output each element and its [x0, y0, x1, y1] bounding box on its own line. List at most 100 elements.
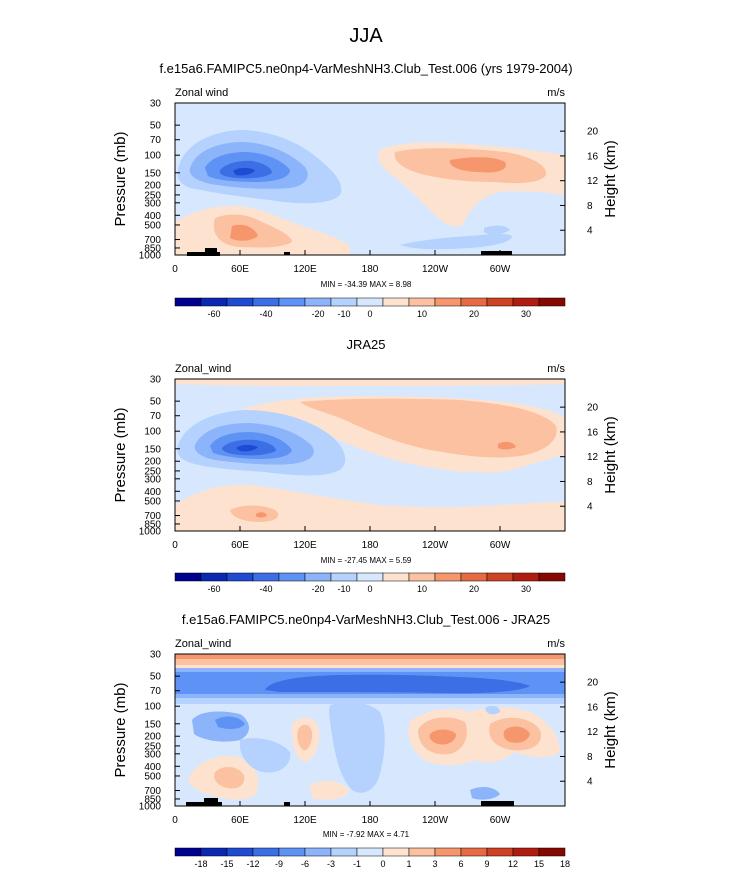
panel-3-stats: MIN = -7.92 MAX = 4.71 — [323, 830, 410, 839]
panel-2-variable: Zonal_wind — [175, 363, 231, 375]
colorbar-swatch — [434, 572, 462, 582]
panel-1-x-ticks: 0 60E 120E 180 120W 60W — [172, 250, 511, 275]
panel-1-ylabel: Pressure (mb) — [112, 131, 129, 226]
colorbar-label: -10 — [337, 584, 350, 594]
panel-3-ylabel-right: Height (km) — [602, 691, 619, 769]
panel-3-positive-right-peak-1 — [429, 729, 456, 745]
pressure-tick-label: 700 — [144, 511, 161, 522]
longitude-tick-label: 0 — [172, 264, 178, 275]
pressure-tick-label: 250 — [144, 190, 161, 201]
panel-3-top-positive-2 — [175, 659, 565, 665]
colorbar-swatch — [434, 847, 462, 857]
pressure-tick-label: 100 — [144, 702, 161, 713]
colorbar-swatch — [252, 572, 280, 582]
pressure-tick-label: 30 — [150, 650, 162, 661]
panel-3-ylabel: Pressure (mb) — [112, 682, 129, 777]
panel-3-contours — [175, 654, 565, 806]
panel-2-x-ticks: 0 60E 120E 180 120W 60W — [172, 526, 511, 551]
colorbar-swatch — [226, 847, 254, 857]
pressure-tick-label: 850 — [144, 243, 161, 254]
colorbar-swatch — [226, 297, 254, 307]
height-tick-label: 12 — [587, 176, 599, 187]
colorbar-label: 0 — [367, 584, 372, 594]
longitude-tick-label: 120E — [293, 264, 317, 275]
pressure-tick-label: 50 — [150, 672, 162, 683]
colorbar-swatch — [174, 297, 202, 307]
colorbar-swatch — [278, 847, 306, 857]
colorbar-swatch — [408, 572, 436, 582]
pressure-tick-label: 1000 — [139, 251, 162, 262]
colorbar-swatch — [486, 847, 514, 857]
panel-1-units: m/s — [547, 87, 565, 99]
panel-2: JRA25 Zonal_wind m/s 3050701001502002503… — [112, 337, 619, 594]
panel-3-units: m/s — [547, 638, 565, 650]
panel-3: f.e15a6.FAMIPC5.ne0np4-VarMeshNH3.Club_T… — [112, 612, 619, 869]
height-tick-label: 16 — [587, 151, 599, 162]
height-tick-label: 20 — [587, 127, 599, 138]
colorbar-swatch — [538, 847, 566, 857]
colorbar-swatch — [486, 297, 514, 307]
colorbar-swatch — [174, 572, 202, 582]
panel-1-lower-easterly — [400, 233, 512, 250]
longitude-tick-label: 60W — [490, 540, 511, 551]
colorbar-swatch — [304, 572, 332, 582]
height-tick-label: 8 — [587, 752, 593, 763]
longitude-tick-label: 180 — [362, 815, 379, 826]
colorbar-swatch — [278, 297, 306, 307]
panel-1-topography-4 — [481, 251, 512, 255]
pressure-tick-label: 850 — [144, 519, 161, 530]
pressure-tick-label: 150 — [144, 168, 161, 179]
colorbar-swatch — [460, 847, 488, 857]
colorbar-label: -20 — [311, 584, 324, 594]
longitude-tick-label: 60W — [490, 264, 511, 275]
colorbar-swatch — [538, 297, 566, 307]
panel-1-lower-westerly-peak — [230, 224, 258, 241]
colorbar-swatch — [252, 297, 280, 307]
height-tick-label: 16 — [587, 702, 599, 713]
colorbar-label: 10 — [417, 309, 427, 319]
colorbar-swatch — [174, 847, 202, 857]
pressure-tick-label: 500 — [144, 771, 161, 782]
panel-3-positive-lower-mid — [310, 780, 350, 800]
panel-3-colorbar: -18 -15 -12 -9 -6 -3 -1 0 1 3 6 9 12 15 18 — [174, 847, 570, 869]
colorbar-swatch — [434, 297, 462, 307]
panel-3-topography-2 — [204, 798, 218, 805]
height-tick-label: 8 — [587, 201, 593, 212]
height-tick-label: 20 — [587, 678, 599, 689]
pressure-tick-label: 30 — [150, 375, 162, 386]
panel-1-ylabel-right: Height (km) — [602, 140, 619, 218]
panel-2-stats: MIN = -27.45 MAX = 5.59 — [321, 556, 412, 565]
pressure-tick-label: 500 — [144, 220, 161, 231]
longitude-tick-label: 60W — [490, 815, 511, 826]
pressure-tick-label: 100 — [144, 427, 161, 438]
pressure-tick-label: 30 — [150, 99, 162, 110]
colorbar-label: 20 — [469, 309, 479, 319]
panel-1-topography-1 — [187, 252, 220, 256]
colorbar-swatch — [304, 847, 332, 857]
panel-3-positive-lower-left-core — [214, 766, 245, 789]
panel-3-negative-mid — [239, 738, 291, 773]
colorbar-swatch — [382, 847, 410, 857]
colorbar-label: -6 — [301, 859, 309, 869]
panel-3-topography-4 — [481, 801, 514, 806]
height-tick-label: 16 — [587, 427, 599, 438]
panel-3-topography-3 — [284, 802, 290, 806]
pressure-tick-label: 50 — [150, 397, 162, 408]
panel-2-title: JRA25 — [346, 337, 385, 352]
panel-1-stats: MIN = -34.39 MAX = 8.98 — [321, 280, 412, 289]
pressure-tick-label: 700 — [144, 786, 161, 797]
colorbar-label: -18 — [194, 859, 207, 869]
panel-1-variable: Zonal wind — [175, 87, 228, 99]
panel-3-negative-center — [329, 702, 385, 793]
figure-title: JJA — [349, 25, 383, 47]
panel-2-upper-westerly-core — [300, 398, 557, 458]
colorbar-swatch — [382, 297, 410, 307]
colorbar-label: -10 — [337, 309, 350, 319]
longitude-tick-label: 0 — [172, 815, 178, 826]
longitude-tick-label: 180 — [362, 540, 379, 551]
height-tick-label: 4 — [587, 502, 593, 513]
height-tick-label: 20 — [587, 403, 599, 414]
colorbar-swatch — [200, 847, 228, 857]
